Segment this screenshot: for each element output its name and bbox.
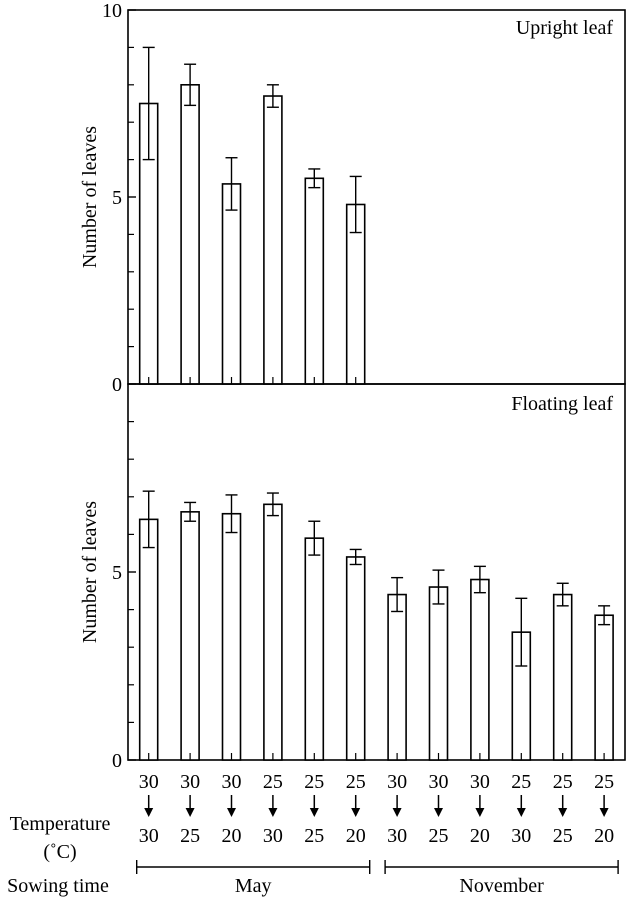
arrow-head xyxy=(309,808,319,817)
arrow-head xyxy=(144,808,154,817)
bar xyxy=(304,537,325,761)
temp-to-label: 25 xyxy=(180,825,200,847)
arrow-head xyxy=(351,808,361,817)
lower-panel-title: Floating leaf xyxy=(511,393,613,415)
arrow-head xyxy=(599,808,609,817)
temp-to-label: 25 xyxy=(553,825,573,847)
temp-to-label: 25 xyxy=(304,825,324,847)
bar xyxy=(263,95,283,385)
bar xyxy=(594,614,614,761)
temp-to-label: 30 xyxy=(511,825,531,847)
temp-to-label: 25 xyxy=(429,825,449,847)
temp-to-label: 30 xyxy=(139,825,159,847)
lower-y-axis: 05 xyxy=(112,421,136,772)
group-label: November xyxy=(459,875,544,897)
temp-from-label: 30 xyxy=(180,771,200,793)
bar xyxy=(263,503,283,761)
bar xyxy=(180,511,200,761)
lower-y-axis-label: Number of leaves xyxy=(79,501,101,643)
arrow-head xyxy=(558,808,568,817)
temp-from-label: 30 xyxy=(429,771,449,793)
temp-from-label: 30 xyxy=(139,771,159,793)
sowing-time-label: Sowing time xyxy=(7,875,109,897)
temp-from-label: 25 xyxy=(594,771,614,793)
temp-to-label: 20 xyxy=(594,825,614,847)
bar xyxy=(552,593,573,761)
y-tick-label: 0 xyxy=(112,750,122,772)
temp-from-label: 30 xyxy=(222,771,242,793)
temp-from-label: 25 xyxy=(346,771,366,793)
arrow-head xyxy=(434,808,443,817)
y-tick-label: 5 xyxy=(112,187,122,209)
lower-plot-frame xyxy=(127,383,626,761)
temp-to-label: 30 xyxy=(387,825,407,847)
bar xyxy=(345,556,366,761)
arrow-head xyxy=(392,808,402,817)
upper-y-axis-label: Number of leaves xyxy=(79,126,101,268)
temp-from-label: 30 xyxy=(387,771,407,793)
temp-to-label: 20 xyxy=(346,825,366,847)
temp-from-label: 25 xyxy=(304,771,324,793)
x-category-labels: 30 30 30 25 30 20 25 30 25 25 25 20 30 30 30 25 30 20 25 30… xyxy=(139,771,614,847)
arrow-head xyxy=(268,808,278,817)
arrow-head xyxy=(227,808,236,817)
bar xyxy=(470,578,490,761)
floating-leaf-panel: Floating leaf Number of leaves 05 xyxy=(79,383,626,772)
sowing-time-groups: May November xyxy=(135,860,619,897)
upright-leaf-panel: Upright leaf Number of leaves 0 5 10 xyxy=(79,0,626,396)
bar xyxy=(221,183,242,385)
arrow-head xyxy=(516,808,526,817)
arrow-head xyxy=(475,808,485,817)
lower-bar-series xyxy=(138,490,614,761)
temperature-label: Temperature xyxy=(10,813,111,835)
bar xyxy=(138,518,159,761)
temp-from-label: 30 xyxy=(470,771,490,793)
temp-to-label: 30 xyxy=(263,825,283,847)
temp-from-label: 25 xyxy=(511,771,531,793)
bar xyxy=(221,512,242,761)
arrow-head xyxy=(185,808,195,817)
y-tick-label: 0 xyxy=(112,374,122,396)
bar xyxy=(387,593,407,761)
upper-panel-title: Upright leaf xyxy=(516,17,614,39)
upper-y-axis: 0 5 10 xyxy=(102,0,136,396)
y-tick-label: 5 xyxy=(112,562,122,584)
y-tick-label: 10 xyxy=(102,0,122,22)
upper-plot-frame xyxy=(127,9,626,385)
temp-from-label: 25 xyxy=(553,771,573,793)
temp-to-label: 20 xyxy=(470,825,490,847)
group-label: May xyxy=(235,875,272,897)
bar xyxy=(428,586,449,761)
bar xyxy=(304,177,325,385)
temp-from-label: 25 xyxy=(263,771,283,793)
bar xyxy=(180,84,200,385)
temp-to-label: 20 xyxy=(222,825,242,847)
temperature-unit: (˚C) xyxy=(43,841,76,863)
x-axis-treatments: Temperature (˚C) Sowing time 30 30 30 25 30 2… xyxy=(7,771,619,897)
upper-bar-series xyxy=(138,46,366,385)
